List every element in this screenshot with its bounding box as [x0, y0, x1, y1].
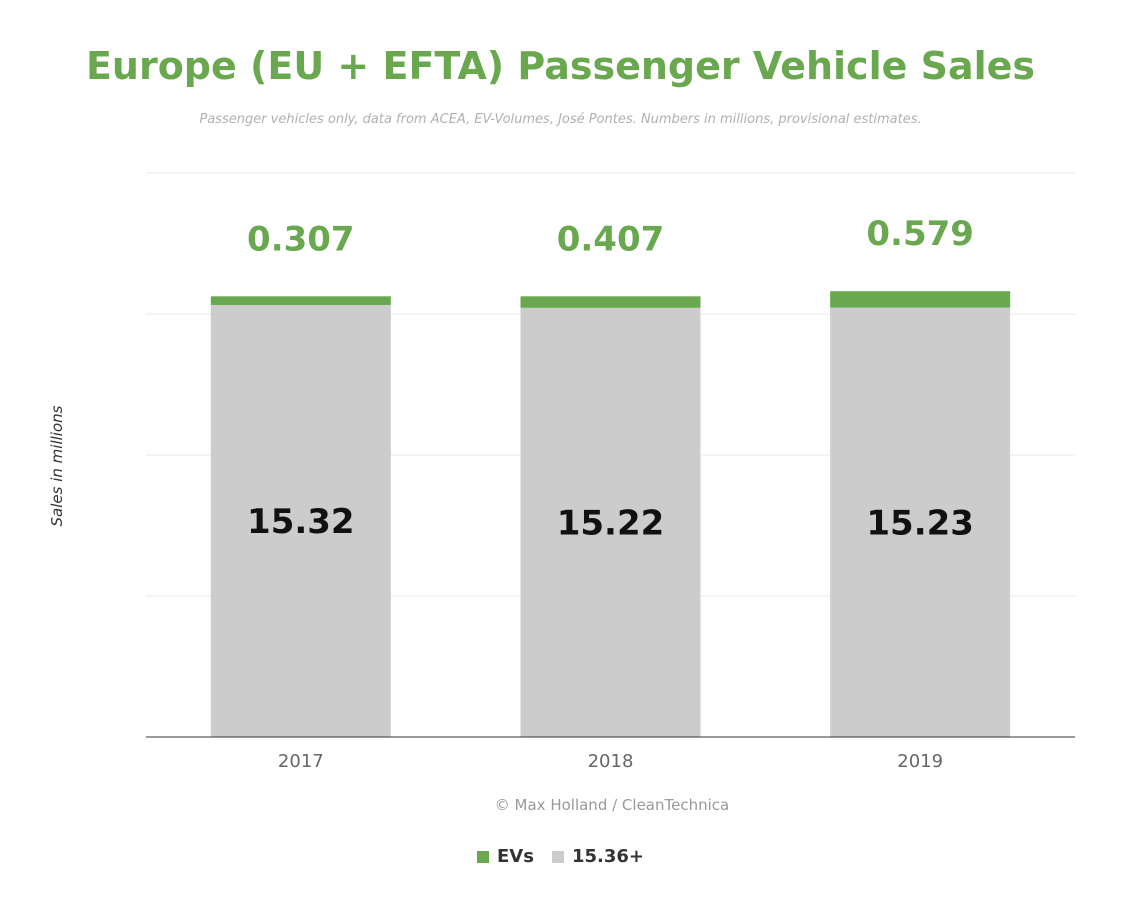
data-label-ev-2019: 0.579 — [866, 214, 974, 254]
chart-legend: EVs 15.36+ — [0, 846, 1121, 867]
legend-swatch-ice — [551, 850, 564, 863]
chart-credit: © Max Holland / CleanTechnica — [494, 796, 730, 814]
bar-ev-2019 — [830, 291, 1011, 308]
bar-ice-2017 — [210, 304, 391, 737]
bar-ev-2018 — [520, 296, 701, 308]
data-label-ice-2018: 15.22 — [557, 503, 665, 543]
legend-label-ice: 15.36+ — [571, 846, 644, 867]
chart-title: Europe (EU + EFTA) Passenger Vehicle Sal… — [85, 44, 1036, 88]
x-tick-label-2019: 2019 — [897, 751, 943, 772]
data-label-ice-2017: 15.32 — [247, 502, 355, 542]
x-tick-label-2017: 2017 — [278, 751, 324, 772]
legend-label-evs: EVs — [497, 846, 534, 867]
bar-ice-2018 — [520, 307, 701, 737]
legend-item-evs: EVs — [477, 846, 534, 867]
legend-item-ice: 15.36+ — [551, 846, 644, 867]
x-tick-label-2018: 2018 — [588, 751, 634, 772]
legend-swatch-evs — [477, 850, 489, 863]
data-label-ev-2017: 0.307 — [247, 219, 355, 259]
data-label-ice-2019: 15.23 — [866, 503, 974, 543]
chart-subtitle: Passenger vehicles only, data from ACEA,… — [199, 112, 922, 127]
bar-ev-2017 — [210, 296, 391, 305]
data-label-ev-2018: 0.407 — [557, 219, 665, 259]
bar-ice-2019 — [830, 307, 1011, 737]
